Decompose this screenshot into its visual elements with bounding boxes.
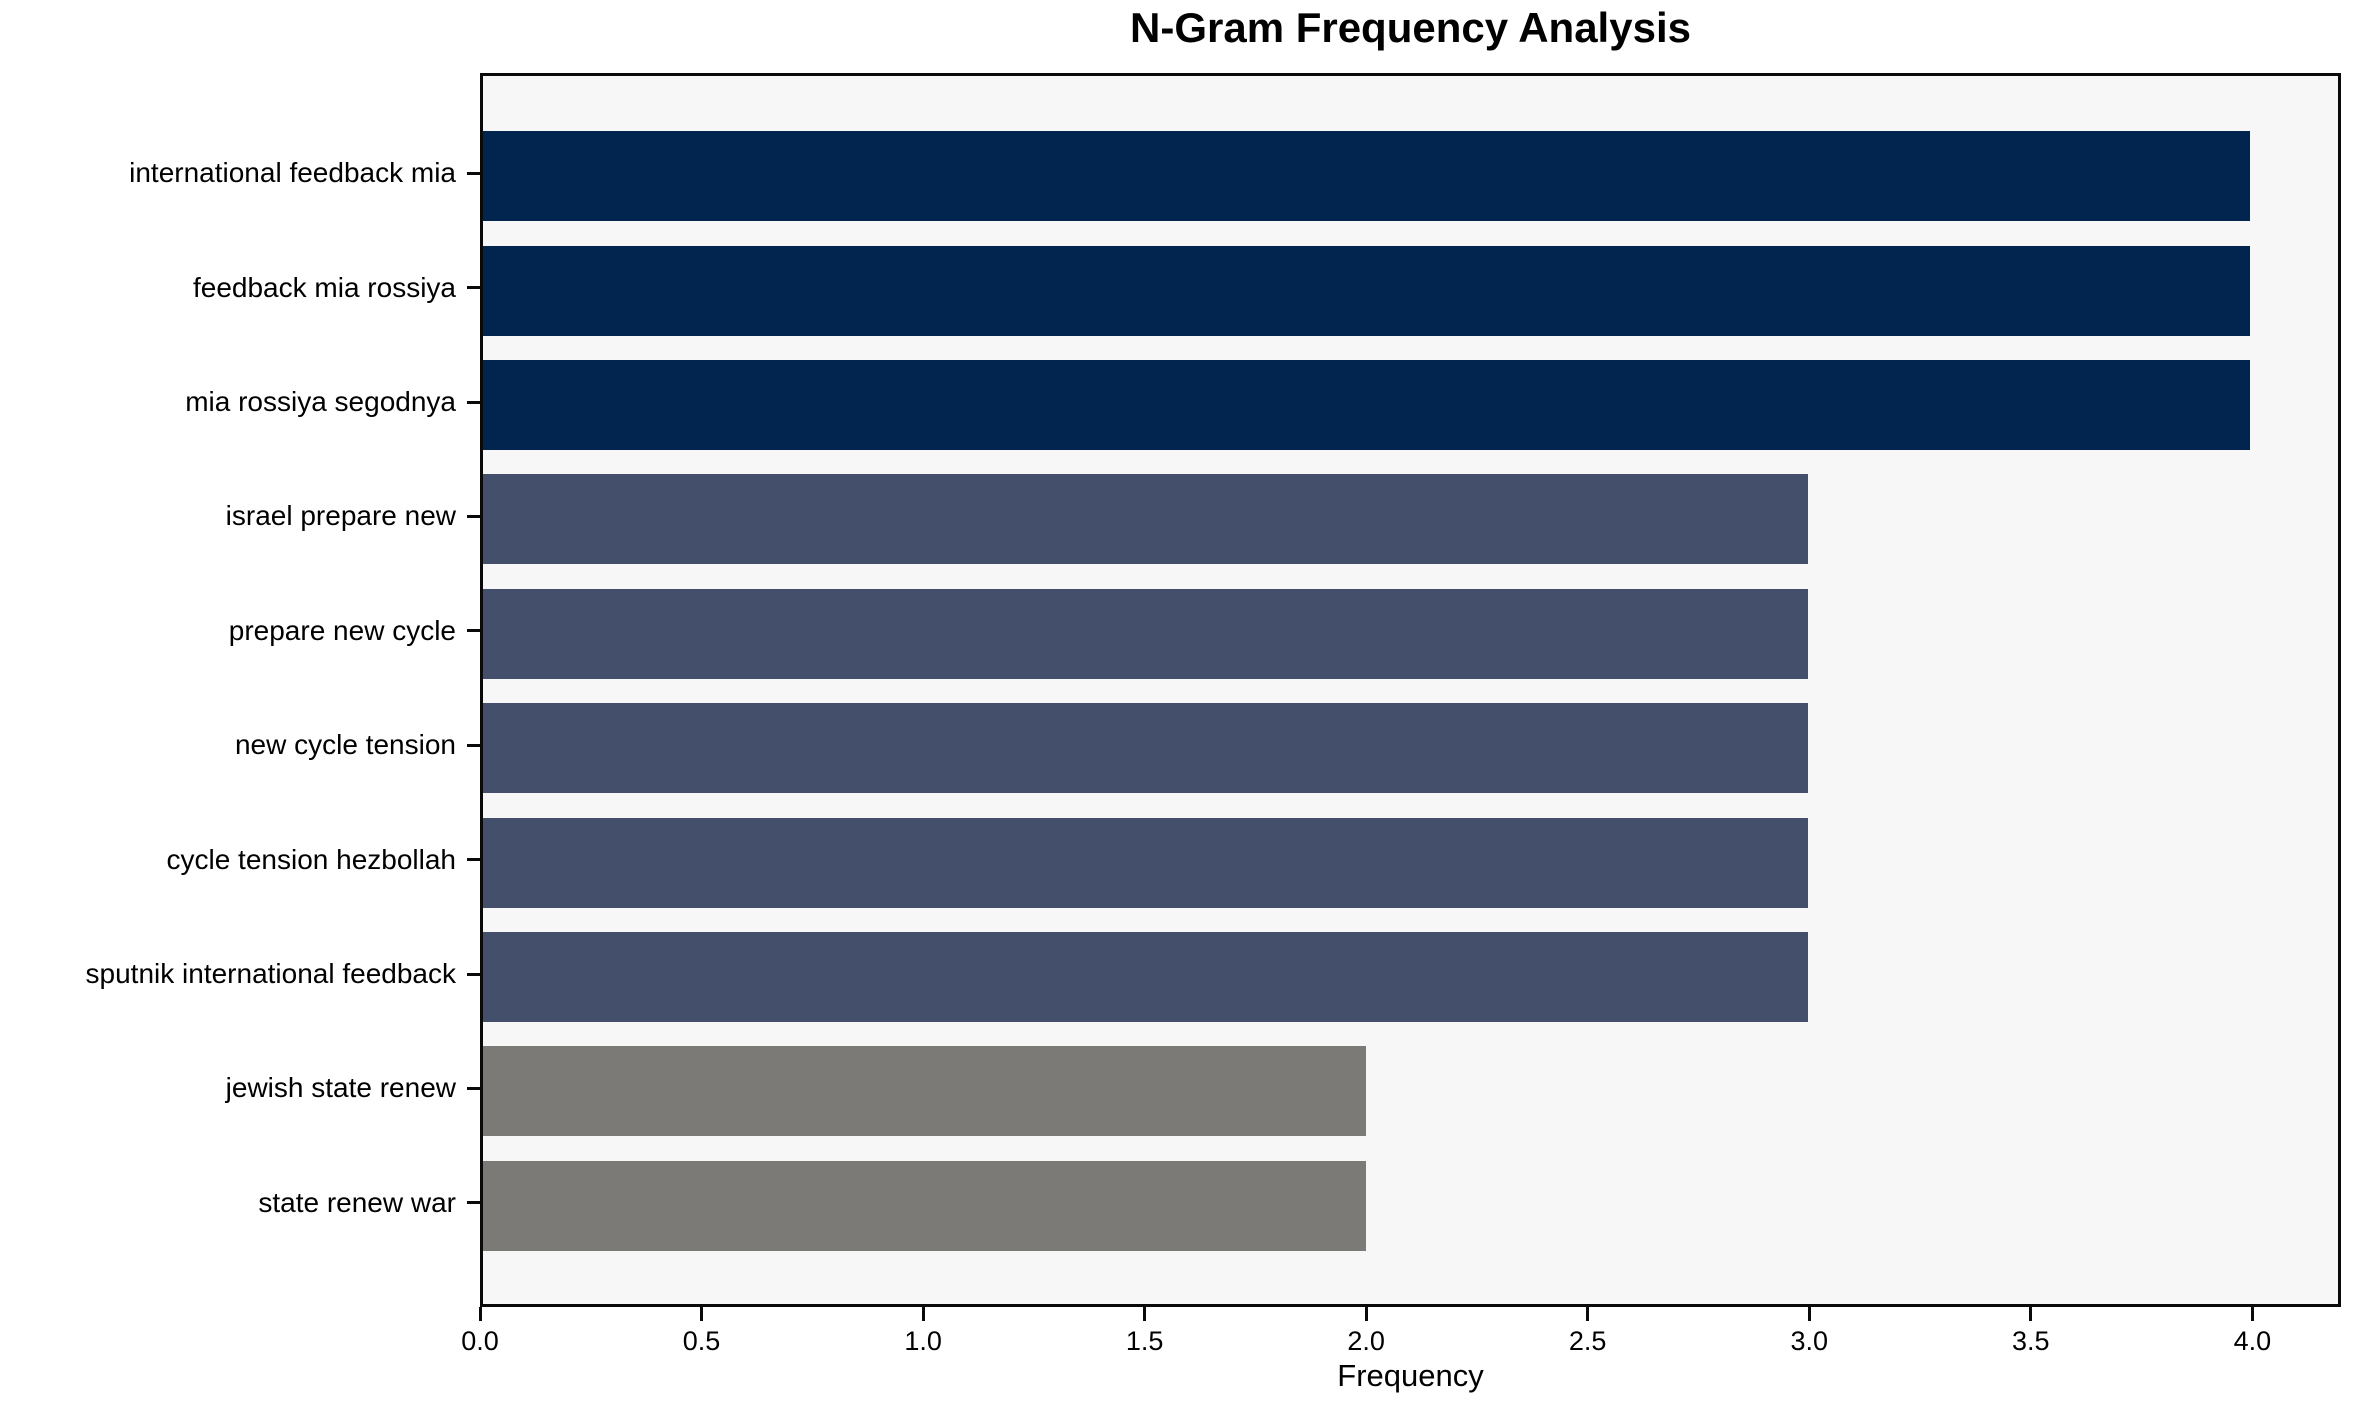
y-tick-label: international feedback mia xyxy=(129,157,456,189)
y-tick-mark xyxy=(467,514,480,518)
bar xyxy=(483,1160,1367,1251)
y-tick-mark xyxy=(467,972,480,976)
y-tick-label: jewish state renew xyxy=(225,1072,456,1104)
plot-area xyxy=(480,73,2341,1307)
x-axis-title: Frequency xyxy=(1337,1358,1484,1393)
y-tick-mark xyxy=(467,743,480,747)
x-tick-mark xyxy=(1143,1307,1147,1321)
y-tick-label: sputnik international feedback xyxy=(85,958,456,989)
bar xyxy=(483,360,2250,450)
bar xyxy=(483,932,1809,1022)
x-tick-label: 3.5 xyxy=(2012,1326,2050,1356)
y-tick-mark xyxy=(467,286,480,290)
y-tick-mark xyxy=(467,629,480,633)
bar xyxy=(483,245,2250,336)
x-tick-label: 0.5 xyxy=(682,1326,721,1356)
bar xyxy=(483,588,1809,679)
x-tick-mark xyxy=(2029,1307,2033,1321)
x-tick-label: 2.5 xyxy=(1568,1326,1607,1356)
x-tick-label: 1.5 xyxy=(1125,1326,1164,1356)
y-tick-mark xyxy=(467,171,480,175)
bar xyxy=(483,1046,1367,1137)
y-tick-mark xyxy=(467,1201,480,1205)
x-tick-mark xyxy=(921,1307,925,1321)
x-tick-label: 1.0 xyxy=(904,1326,942,1356)
x-tick-mark xyxy=(1807,1307,1811,1321)
chart-title: N-Gram Frequency Analysis xyxy=(1130,4,1691,51)
y-tick-mark xyxy=(467,1086,480,1090)
y-tick-label: prepare new cycle xyxy=(228,614,456,646)
y-tick-mark xyxy=(467,400,480,404)
y-tick-label: israel prepare new xyxy=(225,500,456,532)
x-tick-mark xyxy=(1586,1307,1590,1321)
x-tick-label: 3.0 xyxy=(1790,1326,1829,1356)
y-tick-label: mia rossiya segodnya xyxy=(185,386,456,417)
x-tick-mark xyxy=(2250,1307,2254,1321)
x-tick-label: 2.0 xyxy=(1347,1326,1385,1356)
x-tick-label: 4.0 xyxy=(2233,1326,2272,1356)
x-tick-label: 0.0 xyxy=(461,1326,499,1356)
bar xyxy=(483,474,1809,565)
bar xyxy=(483,703,1809,794)
y-tick-label: cycle tension hezbollah xyxy=(166,843,456,875)
x-tick-mark xyxy=(1364,1307,1368,1321)
y-tick-mark xyxy=(467,858,480,862)
x-tick-mark xyxy=(478,1307,482,1321)
x-tick-mark xyxy=(700,1307,703,1321)
bar xyxy=(483,131,2250,222)
bar xyxy=(483,817,1809,908)
y-tick-label: state renew war xyxy=(258,1186,456,1218)
y-tick-label: feedback mia rossiya xyxy=(192,271,456,303)
y-tick-label: new cycle tension xyxy=(234,729,456,761)
